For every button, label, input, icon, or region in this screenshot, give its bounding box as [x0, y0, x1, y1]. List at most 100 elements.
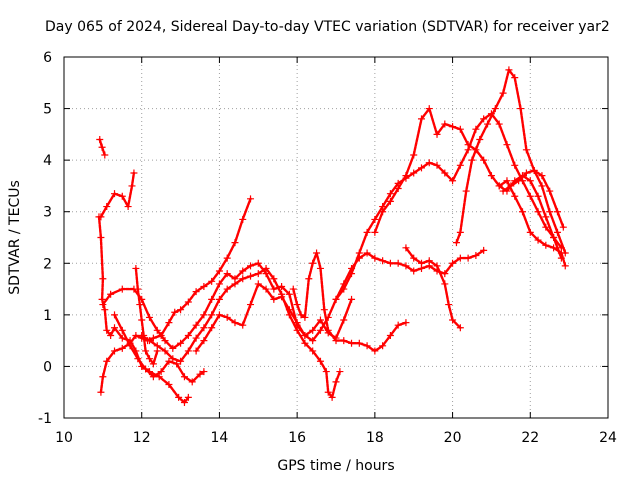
- data-point-marker: [417, 115, 425, 123]
- x-tick-label: 12: [133, 430, 151, 446]
- data-point-marker: [480, 115, 488, 123]
- data-point-marker: [254, 270, 262, 278]
- series-arc-12: [371, 105, 565, 262]
- data-point-marker: [145, 313, 153, 321]
- y-axis-label: SDTVAR / TECUs: [7, 180, 23, 295]
- data-point-marker: [449, 259, 457, 267]
- data-point-marker: [449, 177, 457, 185]
- data-point-marker: [97, 388, 105, 396]
- data-point-marker: [348, 339, 356, 347]
- data-point-marker: [499, 187, 507, 195]
- data-point-marker: [433, 130, 441, 138]
- data-point-marker: [394, 185, 402, 193]
- data-point-marker: [499, 89, 507, 97]
- series-arc-10: [289, 249, 410, 355]
- data-point-marker: [464, 141, 472, 149]
- data-point-marker: [324, 388, 332, 396]
- data-point-marker: [526, 177, 534, 185]
- data-point-marker: [480, 246, 488, 254]
- series-line: [292, 251, 408, 353]
- data-point-marker: [149, 334, 157, 342]
- data-point-marker: [111, 190, 119, 198]
- data-point-marker: [534, 208, 542, 216]
- data-point-marker: [297, 311, 305, 319]
- data-point-marker: [522, 169, 530, 177]
- data-point-marker: [301, 313, 309, 321]
- data-point-marker: [161, 347, 169, 355]
- data-point-marker: [452, 239, 460, 247]
- data-point-marker: [332, 378, 340, 386]
- data-point-marker: [410, 151, 418, 159]
- data-point-marker: [208, 295, 216, 303]
- data-point-marker: [192, 288, 200, 296]
- data-point-marker: [316, 264, 324, 272]
- data-point-marker: [239, 215, 247, 223]
- data-point-marker: [200, 368, 208, 376]
- data-point-marker: [134, 355, 142, 363]
- data-point-marker: [441, 280, 449, 288]
- data-point-marker: [124, 203, 132, 211]
- data-point-marker: [371, 215, 379, 223]
- data-point-marker: [410, 267, 418, 275]
- data-point-marker: [180, 399, 188, 407]
- data-point-marker: [495, 120, 503, 128]
- data-point-marker: [231, 319, 239, 327]
- data-point-marker: [98, 143, 106, 151]
- data-point-marker: [196, 370, 204, 378]
- data-point-marker: [449, 316, 457, 324]
- data-point-marker: [355, 339, 363, 347]
- data-point-marker: [192, 334, 200, 342]
- data-point-marker: [348, 270, 356, 278]
- data-point-marker: [495, 182, 503, 190]
- data-point-marker: [519, 208, 527, 216]
- data-point-marker: [165, 319, 173, 327]
- data-point-marker: [445, 301, 453, 309]
- data-point-marker: [118, 192, 126, 200]
- data-point-marker: [180, 373, 188, 381]
- data-point-marker: [324, 326, 332, 334]
- data-point-marker: [550, 234, 558, 241]
- data-point-marker: [476, 136, 484, 144]
- x-axis-label: GPS time / hours: [277, 458, 394, 474]
- data-point-marker: [410, 254, 418, 262]
- data-point-marker: [254, 259, 262, 267]
- data-point-marker: [503, 177, 511, 185]
- data-point-marker: [200, 324, 208, 332]
- data-series: [95, 66, 569, 407]
- data-point-marker: [254, 280, 262, 288]
- data-point-marker: [542, 241, 550, 249]
- data-point-marker: [557, 249, 565, 257]
- x-tick-label: 24: [599, 430, 617, 446]
- data-point-marker: [262, 285, 270, 293]
- data-point-marker: [515, 177, 523, 185]
- series-line: [101, 262, 353, 350]
- x-tick-label: 16: [288, 430, 306, 446]
- data-point-marker: [530, 166, 538, 174]
- data-point-marker: [285, 290, 293, 298]
- data-point-marker: [99, 275, 107, 283]
- data-point-marker: [462, 187, 470, 195]
- data-point-marker: [145, 337, 153, 345]
- data-point-marker: [456, 125, 464, 133]
- data-point-marker: [340, 285, 348, 293]
- x-tick-label: 14: [211, 430, 229, 446]
- data-point-marker: [526, 228, 534, 236]
- data-point-marker: [142, 347, 150, 355]
- data-point-marker: [293, 301, 301, 309]
- series-arc-3: [97, 169, 138, 221]
- data-point-marker: [550, 244, 558, 252]
- data-point-marker: [247, 301, 255, 309]
- data-point-marker: [200, 282, 208, 290]
- data-point-marker: [340, 337, 348, 345]
- series-arc-1: [96, 136, 109, 159]
- data-point-marker: [553, 228, 561, 236]
- data-point-marker: [99, 373, 107, 381]
- data-point-marker: [379, 257, 387, 265]
- data-point-marker: [111, 311, 119, 319]
- series-line: [501, 169, 565, 229]
- data-point-marker: [561, 262, 569, 270]
- data-point-marker: [134, 285, 142, 293]
- data-point-marker: [320, 306, 328, 314]
- data-point-marker: [534, 236, 542, 244]
- series-arc-11: [332, 110, 565, 303]
